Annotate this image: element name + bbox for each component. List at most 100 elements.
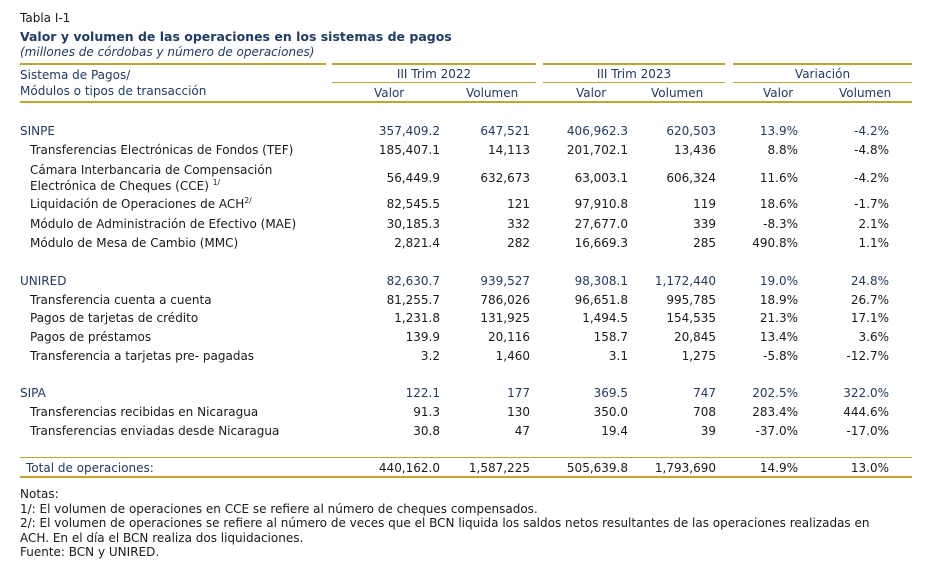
cell-variacion-volumen: -1.7% (854, 197, 889, 211)
cell-variacion-valor: -8.3% (763, 217, 798, 231)
cell-valor-2022: 185,407.1 (378, 143, 440, 157)
cell-variacion-valor: 21.3% (759, 311, 798, 325)
cell-volumen-2022: 131,925 (480, 311, 530, 325)
cell-variacion-volumen: 24.8% (850, 274, 889, 288)
note-2-continued: ACH. En el día el BCN realiza dos liquid… (20, 530, 304, 545)
cell-variacion-valor: 13.4% (759, 330, 798, 344)
col-valor-variacion: Valor (763, 86, 794, 100)
cell-valor-2022: 56,449.9 (386, 171, 440, 185)
cell-volumen-2022: 1,460 (495, 349, 530, 363)
footnote-marker: 1/ (212, 178, 221, 187)
cell-volumen-2023: 285 (693, 236, 716, 250)
group-rule-2022 (332, 63, 536, 65)
cell-variacion-volumen: -4.8% (854, 143, 889, 157)
cell-variacion-volumen: 444.6% (843, 405, 889, 419)
cell-volumen-2022: 177 (507, 386, 530, 400)
cell-variacion-volumen: 3.6% (858, 330, 890, 344)
total-top-rule (20, 457, 912, 458)
cell-volumen-2022: 20,116 (488, 330, 530, 344)
cell-variacion-volumen: 17.1% (850, 311, 889, 325)
cell-volumen-2023: 20,845 (674, 330, 716, 344)
total-volumen-2023: 1,793,690 (654, 461, 716, 475)
module-row-label: Pagos de tarjetas de crédito (30, 311, 199, 325)
cell-valor-2022: 1,231.8 (394, 311, 440, 325)
total-valor-2022: 440,162.0 (378, 461, 440, 475)
cell-variacion-valor: 13.9% (759, 124, 798, 138)
module-row-label: Módulo de Mesa de Cambio (MMC) (30, 236, 239, 250)
cell-variacion-volumen: -12.7% (846, 349, 889, 363)
row-header-label-2: Módulos o tipos de transacción (20, 84, 207, 98)
cell-valor-2023: 27,677.0 (574, 217, 628, 231)
cell-valor-2022: 357,409.2 (378, 124, 440, 138)
cell-volumen-2022: 282 (507, 236, 530, 250)
module-row-label: Transferencias Electrónicas de Fondos (T… (30, 143, 294, 157)
cell-variacion-valor: -5.8% (763, 349, 798, 363)
cell-volumen-2023: 1,275 (681, 349, 716, 363)
cell-valor-2022: 81,255.7 (386, 293, 440, 307)
cell-volumen-2023: 39 (700, 424, 716, 438)
table-title: Valor y volumen de las operaciones en lo… (20, 29, 452, 44)
header-top-rule (20, 63, 326, 65)
system-row-label: SINPE (20, 124, 55, 138)
module-row-label: Transferencia cuenta a cuenta (30, 293, 212, 307)
cell-valor-2022: 82,545.5 (386, 197, 440, 211)
module-row-label: Transferencias recibidas en Nicaragua (30, 405, 259, 419)
row-header-label-1: Sistema de Pagos/ (20, 68, 131, 82)
cell-volumen-2023: 154,535 (666, 311, 716, 325)
cell-valor-2023: 16,669.3 (574, 236, 628, 250)
note-1: 1/: El volumen de operaciones en CCE se … (20, 501, 538, 516)
cell-valor-2023: 350.0 (593, 405, 628, 419)
total-bottom-rule (20, 476, 912, 478)
cell-variacion-volumen: -4.2% (854, 171, 889, 185)
cell-valor-2023: 63,003.1 (574, 171, 628, 185)
header-bottom-rule (20, 101, 912, 103)
cell-valor-2023: 19.4 (601, 424, 628, 438)
cell-valor-2023: 98,308.1 (574, 274, 628, 288)
cell-variacion-valor: 18.9% (759, 293, 798, 307)
row-label-line-1: Cámara Interbancaria de Compensación (30, 163, 273, 177)
group-header-variacion: Variación (794, 67, 851, 81)
cell-valor-2023: 1,494.5 (582, 311, 628, 325)
module-row-label: Transferencia a tarjetas pre- pagadas (30, 349, 255, 363)
cell-volumen-2022: 647,521 (480, 124, 530, 138)
cell-volumen-2022: 121 (507, 197, 530, 211)
total-variacion-volumen: 13.0% (850, 461, 889, 475)
cell-variacion-volumen: 26.7% (850, 293, 889, 307)
cell-valor-2023: 96,651.8 (574, 293, 628, 307)
cell-variacion-volumen: 1.1% (858, 236, 890, 250)
cell-volumen-2023: 708 (693, 405, 716, 419)
cell-volumen-2022: 332 (507, 217, 530, 231)
cell-volumen-2023: 13,436 (674, 143, 716, 157)
cell-variacion-valor: 19.0% (759, 274, 798, 288)
total-volumen-2022: 1,587,225 (468, 461, 530, 475)
cell-valor-2022: 139.9 (405, 330, 440, 344)
cell-volumen-2023: 620,503 (666, 124, 716, 138)
col-valor-2023: Valor (576, 86, 607, 100)
cell-volumen-2022: 632,673 (480, 171, 530, 185)
cell-volumen-2023: 995,785 (666, 293, 716, 307)
cell-valor-2023: 369.5 (593, 386, 628, 400)
cell-variacion-valor: 18.6% (759, 197, 798, 211)
cell-valor-2023: 158.7 (593, 330, 628, 344)
col-volumen-2023: Volumen (651, 86, 704, 100)
cell-variacion-valor: -37.0% (755, 424, 798, 438)
col-volumen-variacion: Volumen (839, 86, 892, 100)
module-row-label: Transferencias enviadas desde Nicaragua (30, 424, 280, 438)
module-row-label: Pagos de préstamos (30, 330, 152, 344)
cell-valor-2023: 201,702.1 (566, 143, 628, 157)
system-row-label: UNIRED (20, 274, 67, 288)
cell-valor-2022: 30.8 (413, 424, 440, 438)
cell-valor-2022: 30,185.3 (386, 217, 440, 231)
col-valor-2022: Valor (374, 86, 405, 100)
system-row-label: SIPA (20, 386, 46, 400)
group-header-2023: III Trim 2023 (596, 67, 672, 81)
cell-variacion-valor: 490.8% (752, 236, 798, 250)
notes-heading: Notas: (20, 487, 59, 501)
cell-volumen-2023: 119 (693, 197, 716, 211)
cell-variacion-valor: 11.6% (759, 171, 798, 185)
footnote-marker: 2/ (244, 196, 252, 205)
cell-variacion-volumen: -4.2% (854, 124, 889, 138)
total-valor-2023: 505,639.8 (566, 461, 628, 475)
cell-valor-2022: 122.1 (405, 386, 440, 400)
group-header-2022: III Trim 2022 (396, 67, 472, 81)
